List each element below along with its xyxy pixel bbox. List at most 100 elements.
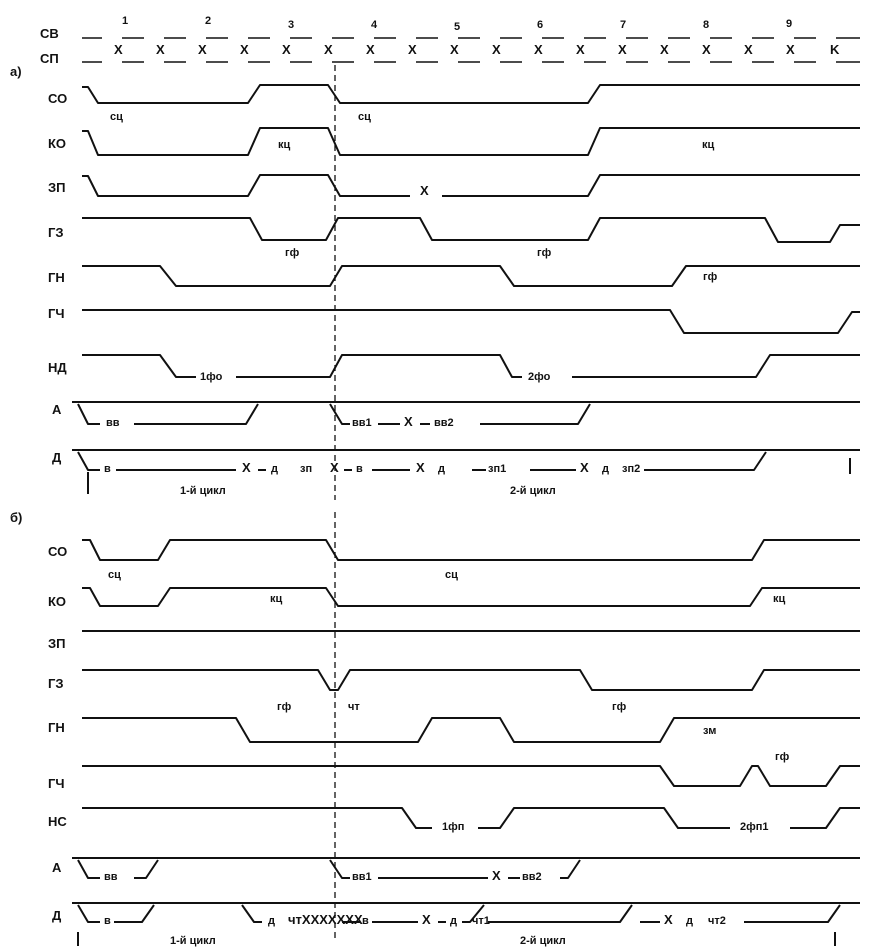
cycle-label-2: 2-й цикл [510, 485, 556, 497]
annotation: 2фп1 [740, 821, 769, 833]
annotation: вв [104, 871, 118, 883]
annotation: кц [278, 139, 291, 151]
annotation: X [664, 912, 673, 927]
annotation: вв1 [352, 417, 372, 429]
signal-name-ko: КО [48, 136, 66, 151]
annotation: в [356, 463, 363, 475]
annotation: чт [348, 701, 360, 713]
clock-cross: X [408, 42, 417, 57]
annotation: X [404, 414, 413, 429]
annotation: чтXXXXXXX [288, 912, 363, 927]
annotation: сц [445, 569, 458, 581]
annotation: зп [300, 463, 312, 475]
annotation: гф [703, 271, 718, 283]
clock-cross: X [618, 42, 627, 57]
annotation: вв1 [352, 871, 372, 883]
waveform-gz [82, 217, 860, 243]
clock-label-sv: СВ [40, 26, 59, 41]
signal-name-gz: ГЗ [48, 225, 64, 240]
clock-numbers: 1 2 3 4 5 6 7 8 9 [122, 15, 792, 33]
waveform-gz [82, 669, 860, 691]
part-b-label: б) [10, 510, 22, 525]
signal-name-d: Д [52, 450, 62, 465]
waveform-d [72, 902, 860, 923]
annotation: гф [612, 701, 627, 713]
clock-cross: X [366, 42, 375, 57]
clock-header: СВ СП 1 2 3 4 5 6 7 8 9 X X X X X X X X … [40, 15, 860, 66]
signal-name-gch: ГЧ [48, 776, 65, 791]
clock-cross: X [576, 42, 585, 57]
annotation: гф [775, 751, 790, 763]
clock-number: 1 [122, 15, 128, 27]
annotation: X [420, 183, 429, 198]
waveform-nd [82, 354, 860, 378]
signal-name-co: СО [48, 91, 67, 106]
clock-number: 8 [703, 19, 709, 31]
signal-name-a: А [52, 860, 62, 875]
signal-name-ko: КО [48, 594, 66, 609]
cycle-label-1: 1-й цикл [180, 485, 226, 497]
clock-cross: X [786, 42, 795, 57]
annotation: в [362, 915, 369, 927]
clock-cross: X [198, 42, 207, 57]
signal-name-d: Д [52, 908, 62, 923]
annotation: X [492, 868, 501, 883]
waveform-ko [82, 127, 860, 156]
waveform-gch [82, 765, 860, 787]
clock-cross: X [744, 42, 753, 57]
annotation: 2фо [528, 371, 551, 383]
clock-cross: X [492, 42, 501, 57]
clock-crosses: X X X X X X X X X X X X X X X X X K [114, 42, 840, 57]
part-a: а) СО сц сц КО кц кц ЗП X ГЗ гф гф ГН гф… [10, 64, 860, 500]
annotation: д [602, 463, 609, 475]
clock-cross: X [534, 42, 543, 57]
annotation: в [104, 463, 111, 475]
clock-cross: X [702, 42, 711, 57]
annotation: сц [110, 111, 123, 123]
signal-name-gch: ГЧ [48, 306, 65, 321]
annotation: X [416, 460, 425, 475]
signal-name-gn: ГН [48, 270, 65, 285]
annotation: X [330, 460, 339, 475]
signal-name-ns: НС [48, 814, 67, 829]
clock-number: 4 [371, 19, 378, 31]
annotation: кц [270, 593, 283, 605]
annotation: вв2 [434, 417, 454, 429]
annotation: кц [702, 139, 715, 151]
annotation: гф [285, 247, 300, 259]
clock-cross-last: K [830, 42, 840, 57]
annotation: зп1 [488, 463, 506, 475]
signal-name-zp: ЗП [48, 636, 66, 651]
clock-number: 9 [786, 18, 792, 30]
clock-cross: X [114, 42, 123, 57]
signal-name-co: СО [48, 544, 67, 559]
annotation: сц [108, 569, 121, 581]
annotation: зп2 [622, 463, 640, 475]
clock-label-sp: СП [40, 51, 59, 66]
clock-cross: X [450, 42, 459, 57]
signal-name-gz: ГЗ [48, 676, 64, 691]
clock-number: 2 [205, 15, 211, 27]
annotation: зм [703, 725, 716, 737]
clock-number: 6 [537, 19, 543, 31]
part-b: б) СО сц сц КО кц кц ЗП ГЗ гф чт гф ГН з… [10, 510, 860, 947]
annotation: X [580, 460, 589, 475]
annotation: в [104, 915, 111, 927]
clock-cross: X [156, 42, 165, 57]
part-a-label: а) [10, 64, 22, 79]
waveform-ko [82, 587, 860, 607]
clock-cross: X [660, 42, 669, 57]
waveform-gch [82, 309, 860, 334]
waveform-gn [82, 265, 860, 287]
clock-number: 3 [288, 19, 294, 31]
waveform-a [72, 401, 860, 425]
waveform-d [72, 449, 860, 471]
clock-number: 7 [620, 19, 626, 31]
signal-name-a: А [52, 402, 62, 417]
signal-name-nd: НД [48, 360, 67, 375]
annotation: д [268, 915, 275, 927]
clock-cross: X [240, 42, 249, 57]
clock-number: 5 [454, 21, 460, 33]
clock-cross: X [324, 42, 333, 57]
